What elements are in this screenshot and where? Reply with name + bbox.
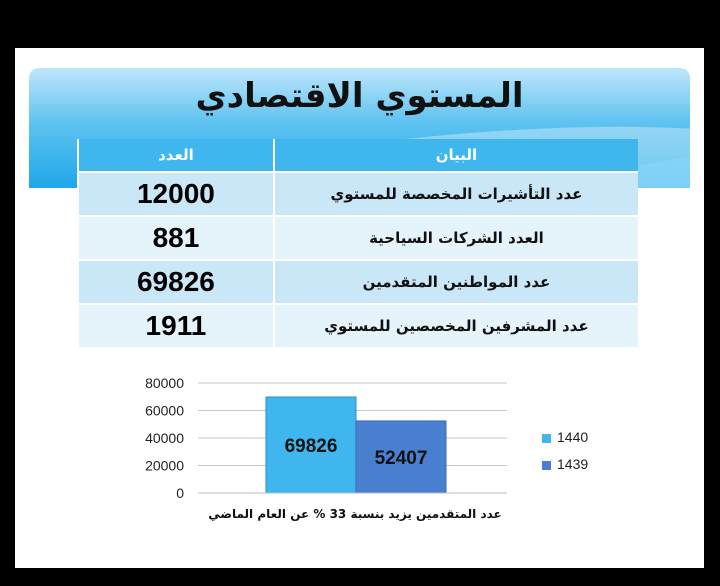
row-label: عدد التأشيرات المخصصة للمستوي <box>272 171 638 216</box>
row-value: 1911 <box>77 303 274 347</box>
y-tick-label: 20000 <box>145 458 184 474</box>
y-tick-label: 80000 <box>145 375 184 391</box>
row-value: 12000 <box>77 171 274 216</box>
row-value: 69826 <box>77 259 274 304</box>
legend-item-1439: 1439 <box>542 456 588 472</box>
y-axis-ticks: 0 20000 40000 60000 80000 <box>145 375 184 501</box>
stats-table: البيان العدد عدد التأشيرات المخصصة للمست… <box>77 139 638 347</box>
table-header-row: البيان العدد <box>77 139 638 173</box>
row-label: عدد المواطنين المتقدمين <box>272 259 638 304</box>
chart-bars: 69826 52407 <box>265 396 447 494</box>
bar-chart: 0 20000 40000 60000 80000 69826 52407 <box>145 375 507 501</box>
header-count: العدد <box>77 139 274 173</box>
y-tick-label: 0 <box>176 485 184 501</box>
legend-item-1440: 1440 <box>542 429 588 445</box>
bar-data-label: 69826 <box>285 436 338 457</box>
slide-title: المستوي الاقتصادي <box>195 76 524 116</box>
chart-caption: عدد المتقدمين يزيد بنسبة 33 % عن العام ا… <box>208 507 502 521</box>
y-tick-label: 40000 <box>145 430 184 446</box>
y-tick-label: 60000 <box>145 403 184 419</box>
legend-label: 1439 <box>557 456 589 472</box>
table-row: عدد التأشيرات المخصصة للمستوي 12000 <box>77 171 638 216</box>
table-row: العدد الشركات السياحية 881 <box>77 215 638 260</box>
bar-data-label: 52407 <box>375 448 428 469</box>
row-value: 881 <box>77 215 274 260</box>
table-row: عدد المواطنين المتقدمين 69826 <box>77 259 638 304</box>
legend-swatch <box>542 460 551 470</box>
legend-label: 1440 <box>557 429 589 445</box>
slide: المستوي الاقتصادي البيان العدد عدد التأش… <box>15 48 704 568</box>
table-row: عدد المشرفين المخصصين للمستوي 1911 <box>77 303 638 347</box>
legend-swatch <box>542 433 551 443</box>
bar-1439 <box>355 420 447 494</box>
row-label: عدد المشرفين المخصصين للمستوي <box>272 303 638 347</box>
header-label: البيان <box>272 139 638 173</box>
row-label: العدد الشركات السياحية <box>272 215 638 260</box>
